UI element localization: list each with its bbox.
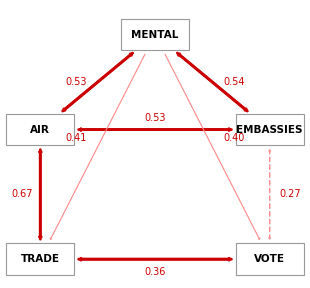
Text: 0.53: 0.53 <box>144 113 166 123</box>
Text: VOTE: VOTE <box>254 254 285 264</box>
Text: 0.54: 0.54 <box>223 77 245 87</box>
Text: 0.67: 0.67 <box>11 190 33 199</box>
FancyBboxPatch shape <box>236 243 304 275</box>
Text: 0.41: 0.41 <box>65 133 86 143</box>
Text: EMBASSIES: EMBASSIES <box>237 125 303 134</box>
FancyBboxPatch shape <box>6 114 74 145</box>
Text: AIR: AIR <box>30 125 50 134</box>
FancyBboxPatch shape <box>121 19 189 50</box>
FancyBboxPatch shape <box>236 114 304 145</box>
Text: 0.36: 0.36 <box>144 267 166 277</box>
Text: 0.27: 0.27 <box>279 190 301 199</box>
Text: 0.53: 0.53 <box>65 77 87 87</box>
Text: MENTAL: MENTAL <box>131 30 179 39</box>
Text: TRADE: TRADE <box>21 254 60 264</box>
Text: 0.40: 0.40 <box>224 133 245 143</box>
FancyBboxPatch shape <box>6 243 74 275</box>
